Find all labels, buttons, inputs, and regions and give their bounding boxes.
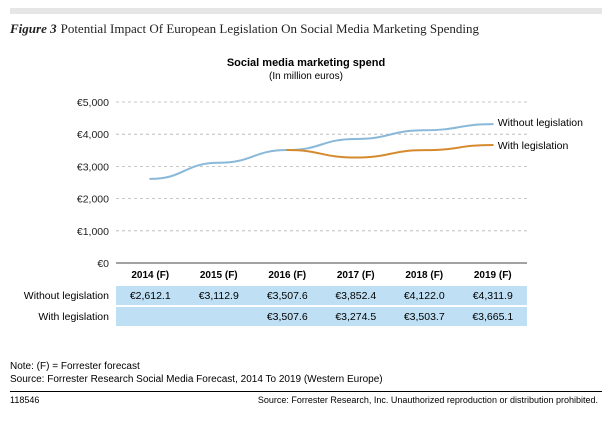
- data-label: €3,274.5: [335, 311, 376, 323]
- top-rule: [10, 8, 602, 14]
- x-tick-label: 2018 (F): [405, 270, 443, 281]
- figure-label: Figure 3: [10, 21, 57, 36]
- data-label: €3,665.1: [472, 311, 513, 323]
- y-tick-label: €1,000: [77, 226, 109, 238]
- figure-title: Potential Impact Of European Legislation…: [60, 21, 480, 36]
- data-label: €3,507.6: [267, 311, 308, 323]
- series-label: With legislation: [498, 140, 569, 152]
- footer-source: Source: Forrester Research, Inc. Unautho…: [257, 395, 598, 405]
- figure-heading: Figure 3 Potential Impact Of European Leg…: [10, 21, 479, 37]
- x-tick-label: 2016 (F): [268, 270, 306, 281]
- y-tick-label: €5,000: [77, 97, 109, 109]
- data-label: €4,311.9: [473, 290, 513, 302]
- x-tick-label: 2014 (F): [131, 270, 169, 281]
- data-label: €4,122.0: [404, 290, 445, 302]
- data-label: €3,503.7: [404, 311, 445, 323]
- y-tick-label: €0: [97, 258, 109, 270]
- x-tick-label: 2019 (F): [474, 270, 512, 281]
- x-tick-label: 2017 (F): [337, 270, 375, 281]
- series-label: Without legislation: [498, 117, 583, 129]
- forecast-note: Note: (F) = Forrester forecast: [10, 361, 140, 372]
- chart-subtitle: (In million euros): [269, 71, 343, 82]
- series-line: [286, 143, 494, 159]
- source-note: Source: Forrester Research Social Media …: [10, 374, 383, 385]
- data-label: €3,507.6: [267, 290, 308, 302]
- footer-rule: [10, 391, 602, 392]
- footer-id: 118546: [10, 395, 40, 405]
- chart-canvas: €0 €1,000 €2,000 €3,000 €4,000 €5,000 2014 (F)…: [24, 97, 583, 326]
- y-tick-label: €2,000: [77, 194, 109, 206]
- table-row-fill: [116, 307, 527, 326]
- data-label: €3,852.4: [335, 290, 376, 302]
- y-tick-label: €3,000: [77, 161, 109, 173]
- table-row-label: With legislation: [38, 311, 109, 323]
- x-tick-label: 2015 (F): [200, 270, 238, 281]
- series-line: [149, 123, 494, 180]
- table-row-label: Without legislation: [24, 290, 109, 302]
- data-label: €2,612.1: [130, 290, 171, 302]
- chart-title: Social media marketing spend: [226, 57, 386, 69]
- table-row-fill: [116, 286, 527, 305]
- y-tick-label: €4,000: [77, 129, 109, 141]
- data-label: €3,112.9: [199, 290, 239, 302]
